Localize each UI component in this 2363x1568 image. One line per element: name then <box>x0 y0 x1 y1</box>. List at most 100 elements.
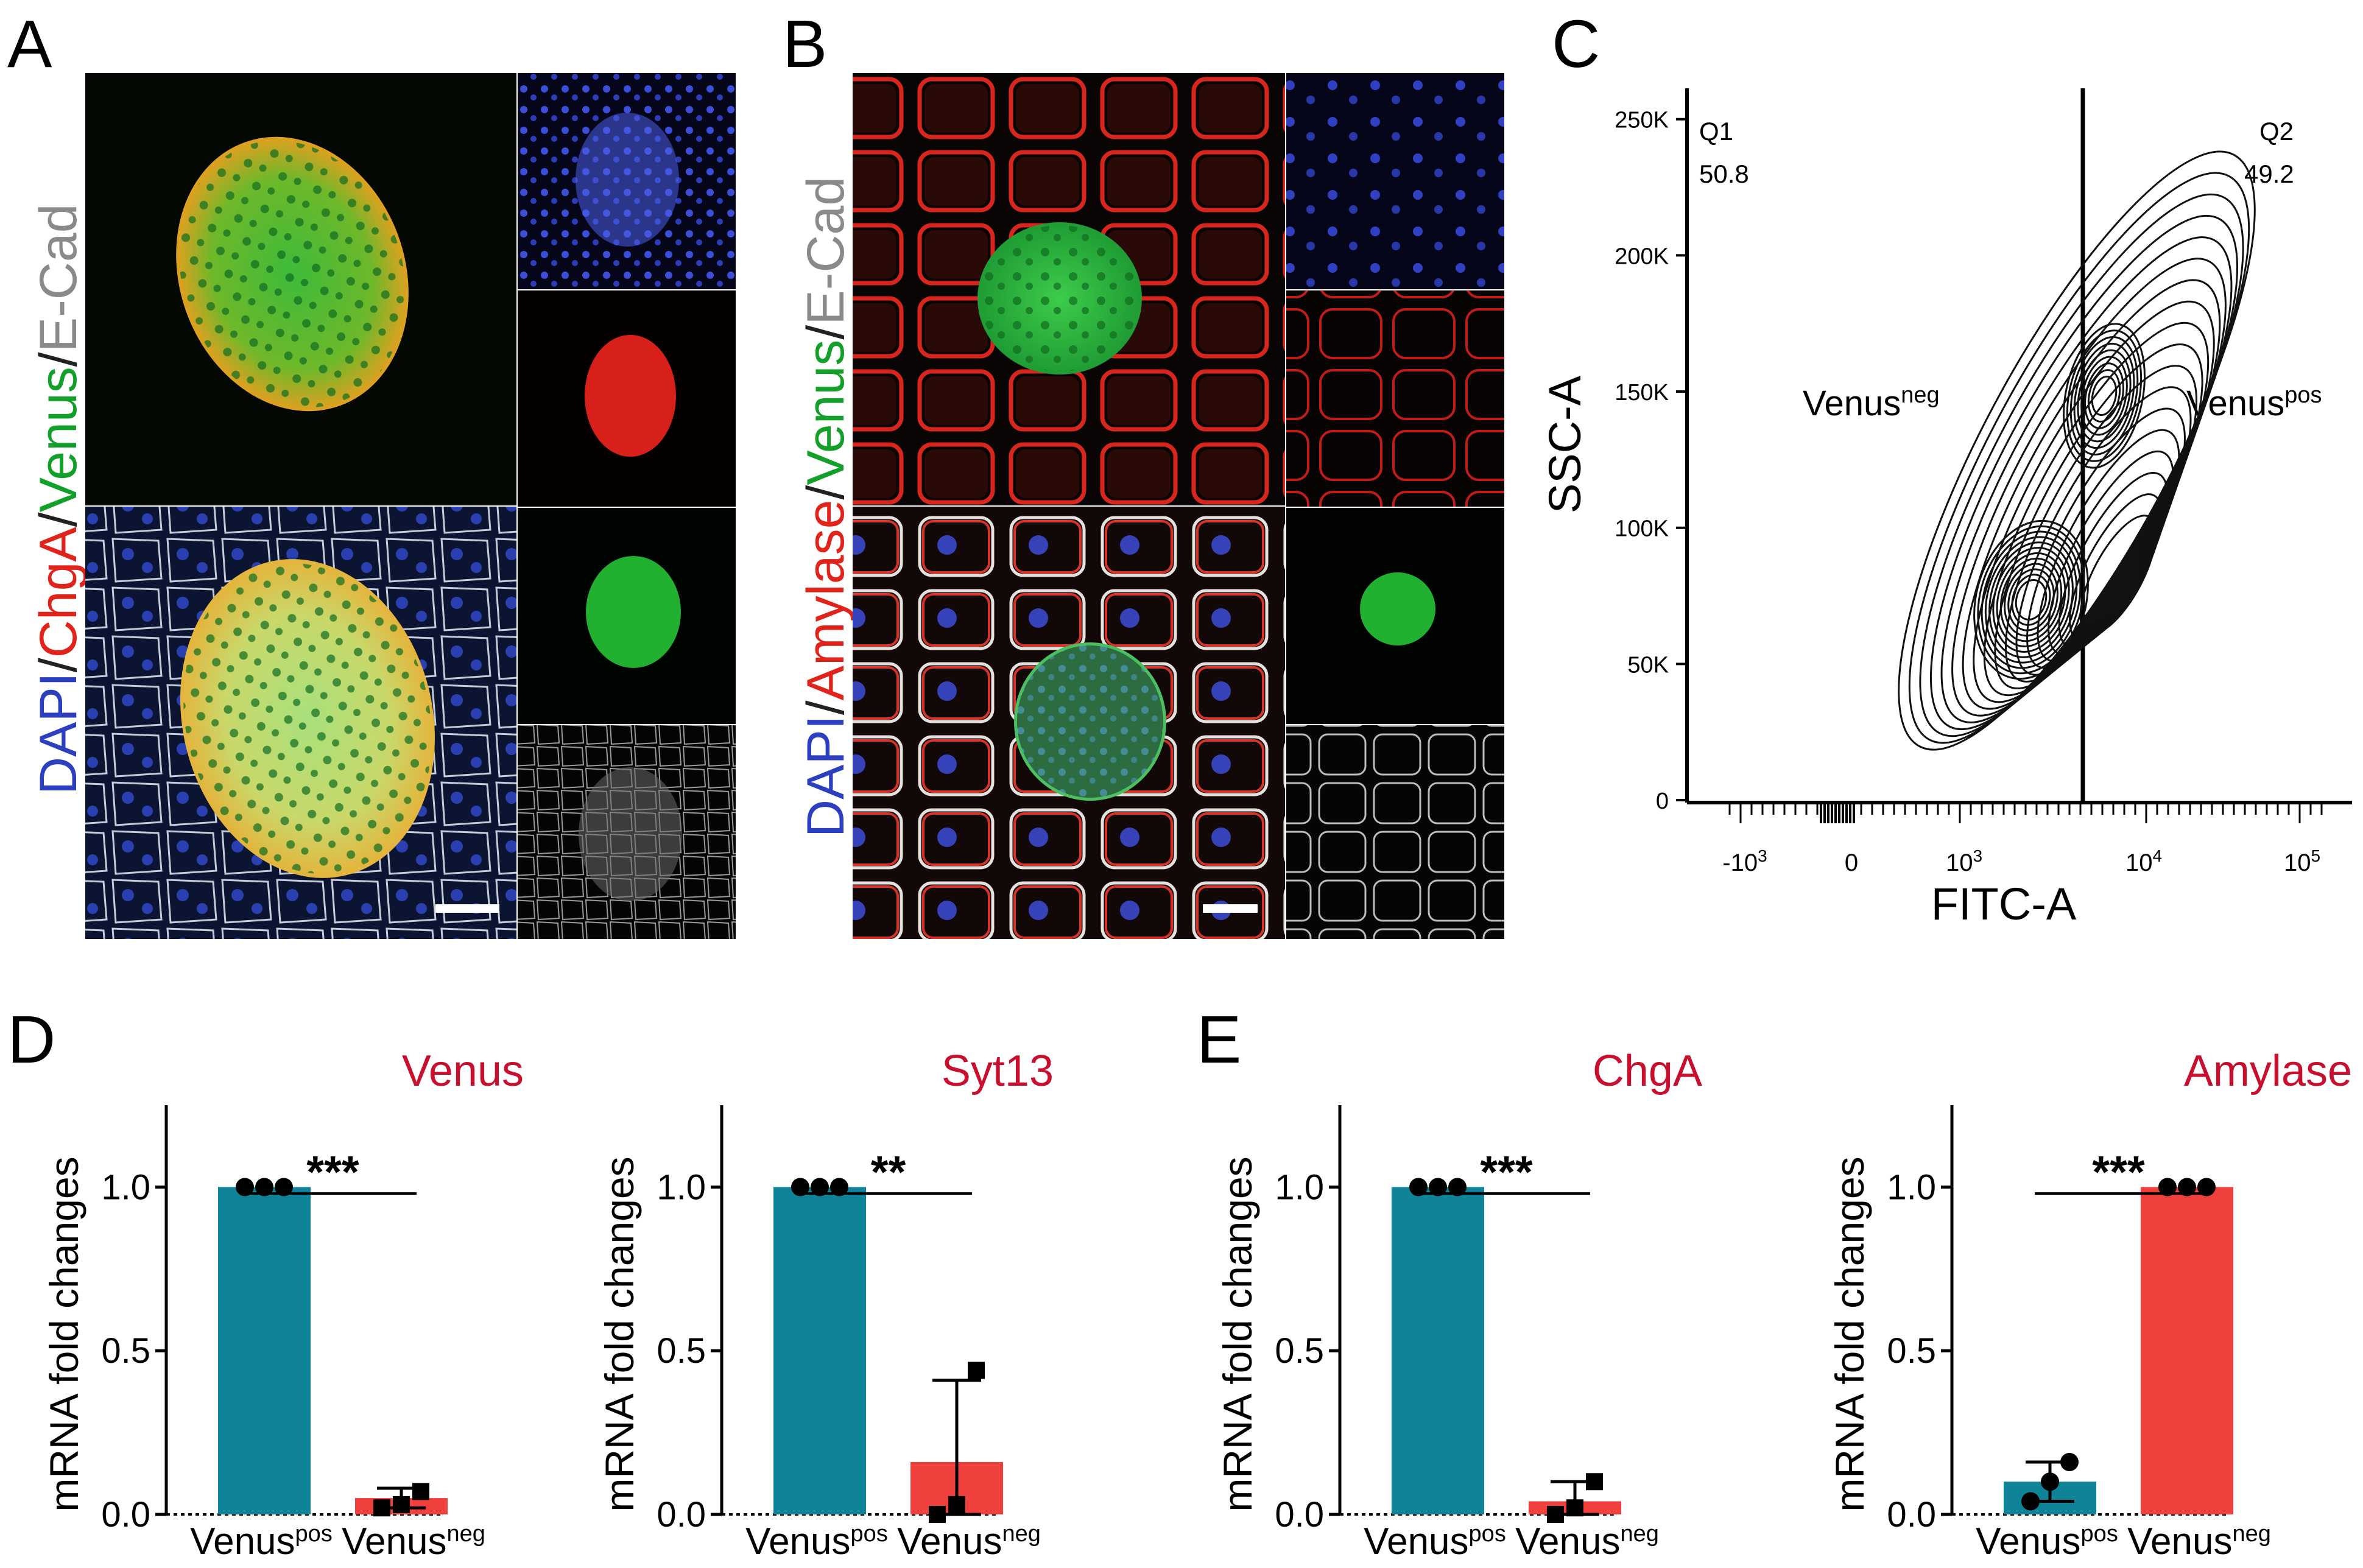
contour-line <box>2026 407 2186 669</box>
y-tick-label: 1.0 <box>1887 1167 1936 1207</box>
data-point-circle <box>830 1178 848 1197</box>
y-tick-label: 150K <box>1615 380 1669 406</box>
panel-letter-e: E <box>1197 1002 1241 1077</box>
data-point-square <box>373 1499 390 1517</box>
label-part: ChgA <box>29 527 88 658</box>
y-tick-label: 0.0 <box>101 1495 150 1535</box>
data-point-square <box>968 1362 985 1379</box>
label-superscript: neg <box>1901 382 1939 408</box>
bar-venus-pos <box>218 1187 311 1514</box>
x-category-label: Venuspos <box>1364 1521 1506 1563</box>
data-point-circle <box>811 1178 829 1197</box>
label-superscript: pos <box>2081 1521 2118 1547</box>
y-axis-title: mRNA fold changes <box>1827 1156 1872 1511</box>
label-base: Venus <box>2127 1521 2232 1563</box>
label-base: 10 <box>1946 849 1973 876</box>
contour-line <box>1898 150 2256 751</box>
data-point-square <box>1547 1506 1564 1523</box>
contour-line <box>2069 493 2163 642</box>
contour-line <box>2007 568 2055 631</box>
contour-line <box>2069 336 2139 455</box>
y-tick-label: 0.0 <box>1275 1495 1324 1535</box>
x-category-label: Venusneg <box>1515 1521 1659 1563</box>
contour-line <box>2079 515 2157 635</box>
panel-a-ecad-islet <box>579 767 682 901</box>
panel-letter-d: D <box>7 1002 55 1077</box>
x-category-label: Venusneg <box>342 1521 485 1563</box>
contour-line <box>2066 329 2143 462</box>
panel-b-channel-label: DAPI/Amylase/Venus/E-Cad <box>797 177 855 837</box>
label-base: Venus <box>1515 1521 1620 1563</box>
data-point-square <box>1586 1473 1603 1491</box>
panel-b-micrographs <box>853 73 1504 939</box>
label-superscript: neg <box>446 1521 485 1547</box>
x-category-label: Venusneg <box>897 1521 1041 1563</box>
label-part: Amylase <box>797 500 855 701</box>
y-tick-label: 250K <box>1615 108 1669 133</box>
label-base: Venus <box>745 1521 850 1563</box>
contour-line <box>1981 530 2082 669</box>
bar-chart-syt13: Syt13 0.0 0.5 1.0 mRNA fold changes ** Venuspo… <box>597 1047 1054 1563</box>
data-point-circle <box>2158 1178 2177 1197</box>
y-axis-title: SSC-A <box>1540 375 1590 513</box>
contour-line <box>1940 236 2233 723</box>
x-tick-label: 105 <box>2284 846 2320 877</box>
chart-title: Venus <box>402 1047 524 1095</box>
quadrant-q2-name: Q2 <box>2259 117 2294 146</box>
contour-line <box>1919 193 2244 737</box>
label-base: 0 <box>1845 849 1858 876</box>
panel-letter-c: C <box>1552 7 1600 82</box>
contour-line <box>2077 349 2132 443</box>
panel-a-channel-label: DAPI/ChgA/Venus/E-Cad <box>29 204 88 795</box>
label-superscript: pos <box>1469 1521 1506 1547</box>
data-point-square <box>1566 1499 1583 1517</box>
data-point-circle <box>2060 1452 2079 1471</box>
panel-b-venus-islet <box>1360 572 1435 645</box>
label-part: / <box>29 512 88 527</box>
x-tick-label: -103 <box>1722 846 1767 877</box>
contour-line <box>2037 429 2180 663</box>
label-base: 10 <box>2125 849 2153 876</box>
label-part: DAPI <box>797 715 855 837</box>
panel-a-chga-islet <box>585 335 676 457</box>
label-superscript: pos <box>851 1521 888 1547</box>
contour-line <box>2048 450 2174 656</box>
y-axis-title: mRNA fold changes <box>1215 1156 1260 1511</box>
data-point-square <box>393 1496 410 1513</box>
significance-stars: *** <box>1480 1147 1533 1197</box>
label-superscript: neg <box>1002 1521 1040 1547</box>
x-axis-title: FITC-A <box>1931 879 2077 929</box>
x-category-label: Venusneg <box>2127 1521 2271 1563</box>
contour-line <box>1929 214 2239 731</box>
label-part: / <box>29 658 88 672</box>
panel-a-venus-islet <box>586 556 681 668</box>
label-base: 10 <box>2284 849 2311 876</box>
contour-line <box>2080 356 2128 436</box>
contour-line <box>1988 541 2074 658</box>
contour-line <box>2091 375 2118 417</box>
x-category-label: Venuspos <box>1976 1521 2118 1563</box>
contour-line <box>1996 552 2066 648</box>
contour-line <box>2004 563 2058 637</box>
contour-line <box>1908 172 2250 744</box>
label-base: Venus <box>342 1521 446 1563</box>
data-point-circle <box>255 1178 273 1197</box>
label-part: / <box>797 485 855 500</box>
contour-line <box>1999 557 2063 642</box>
label-superscript: pos <box>2284 382 2322 408</box>
label-part: / <box>29 352 88 367</box>
bar-venus-pos <box>1392 1187 1484 1514</box>
x-category-label: Venuspos <box>745 1521 888 1563</box>
label-part: Venus <box>29 367 88 512</box>
panel-b-ecad-channel <box>1286 725 1504 939</box>
contour-line <box>1977 525 2085 675</box>
chart-title: ChgA <box>1593 1047 1702 1095</box>
data-point-circle <box>2178 1178 2196 1197</box>
contour-line <box>2015 579 2048 621</box>
quadrant-q1-value: 50.8 <box>1699 160 1749 188</box>
panel-b-amylase-channel <box>1286 290 1504 507</box>
contour-line <box>2073 342 2135 449</box>
y-tick-label: 0 <box>1656 789 1669 814</box>
